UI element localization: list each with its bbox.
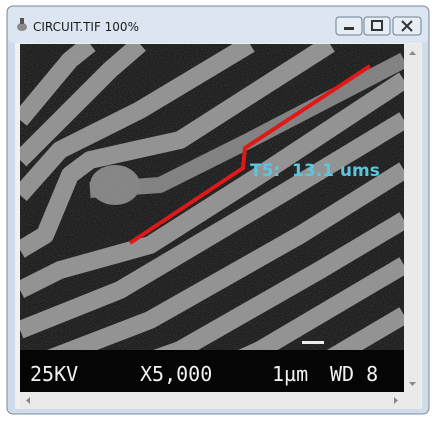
close-button[interactable] xyxy=(392,16,422,36)
sem-image: 25KV X5,000 1µm WD 8 T5: 13.1 ums xyxy=(20,44,404,392)
title-bar xyxy=(8,7,428,43)
info-bar xyxy=(20,350,404,392)
size-grip xyxy=(404,392,421,409)
horizontal-scrollbar[interactable] xyxy=(20,392,404,409)
vertical-scrollbar[interactable] xyxy=(404,44,421,392)
measurement-label: T5: 13.1 ums xyxy=(250,161,380,181)
measurement-line xyxy=(128,64,372,245)
minimize-button[interactable] xyxy=(335,16,363,36)
scale-bar xyxy=(302,341,324,344)
info-magnification: X5,000 xyxy=(140,362,212,386)
info-working-distance: WD 8 xyxy=(330,362,378,386)
window-title: CIRCUIT.TIF 100% xyxy=(33,20,139,34)
app-icon xyxy=(17,18,27,31)
info-voltage: 25KV xyxy=(30,362,78,386)
info-scale: 1µm xyxy=(272,362,308,386)
maximize-button[interactable] xyxy=(363,16,391,36)
